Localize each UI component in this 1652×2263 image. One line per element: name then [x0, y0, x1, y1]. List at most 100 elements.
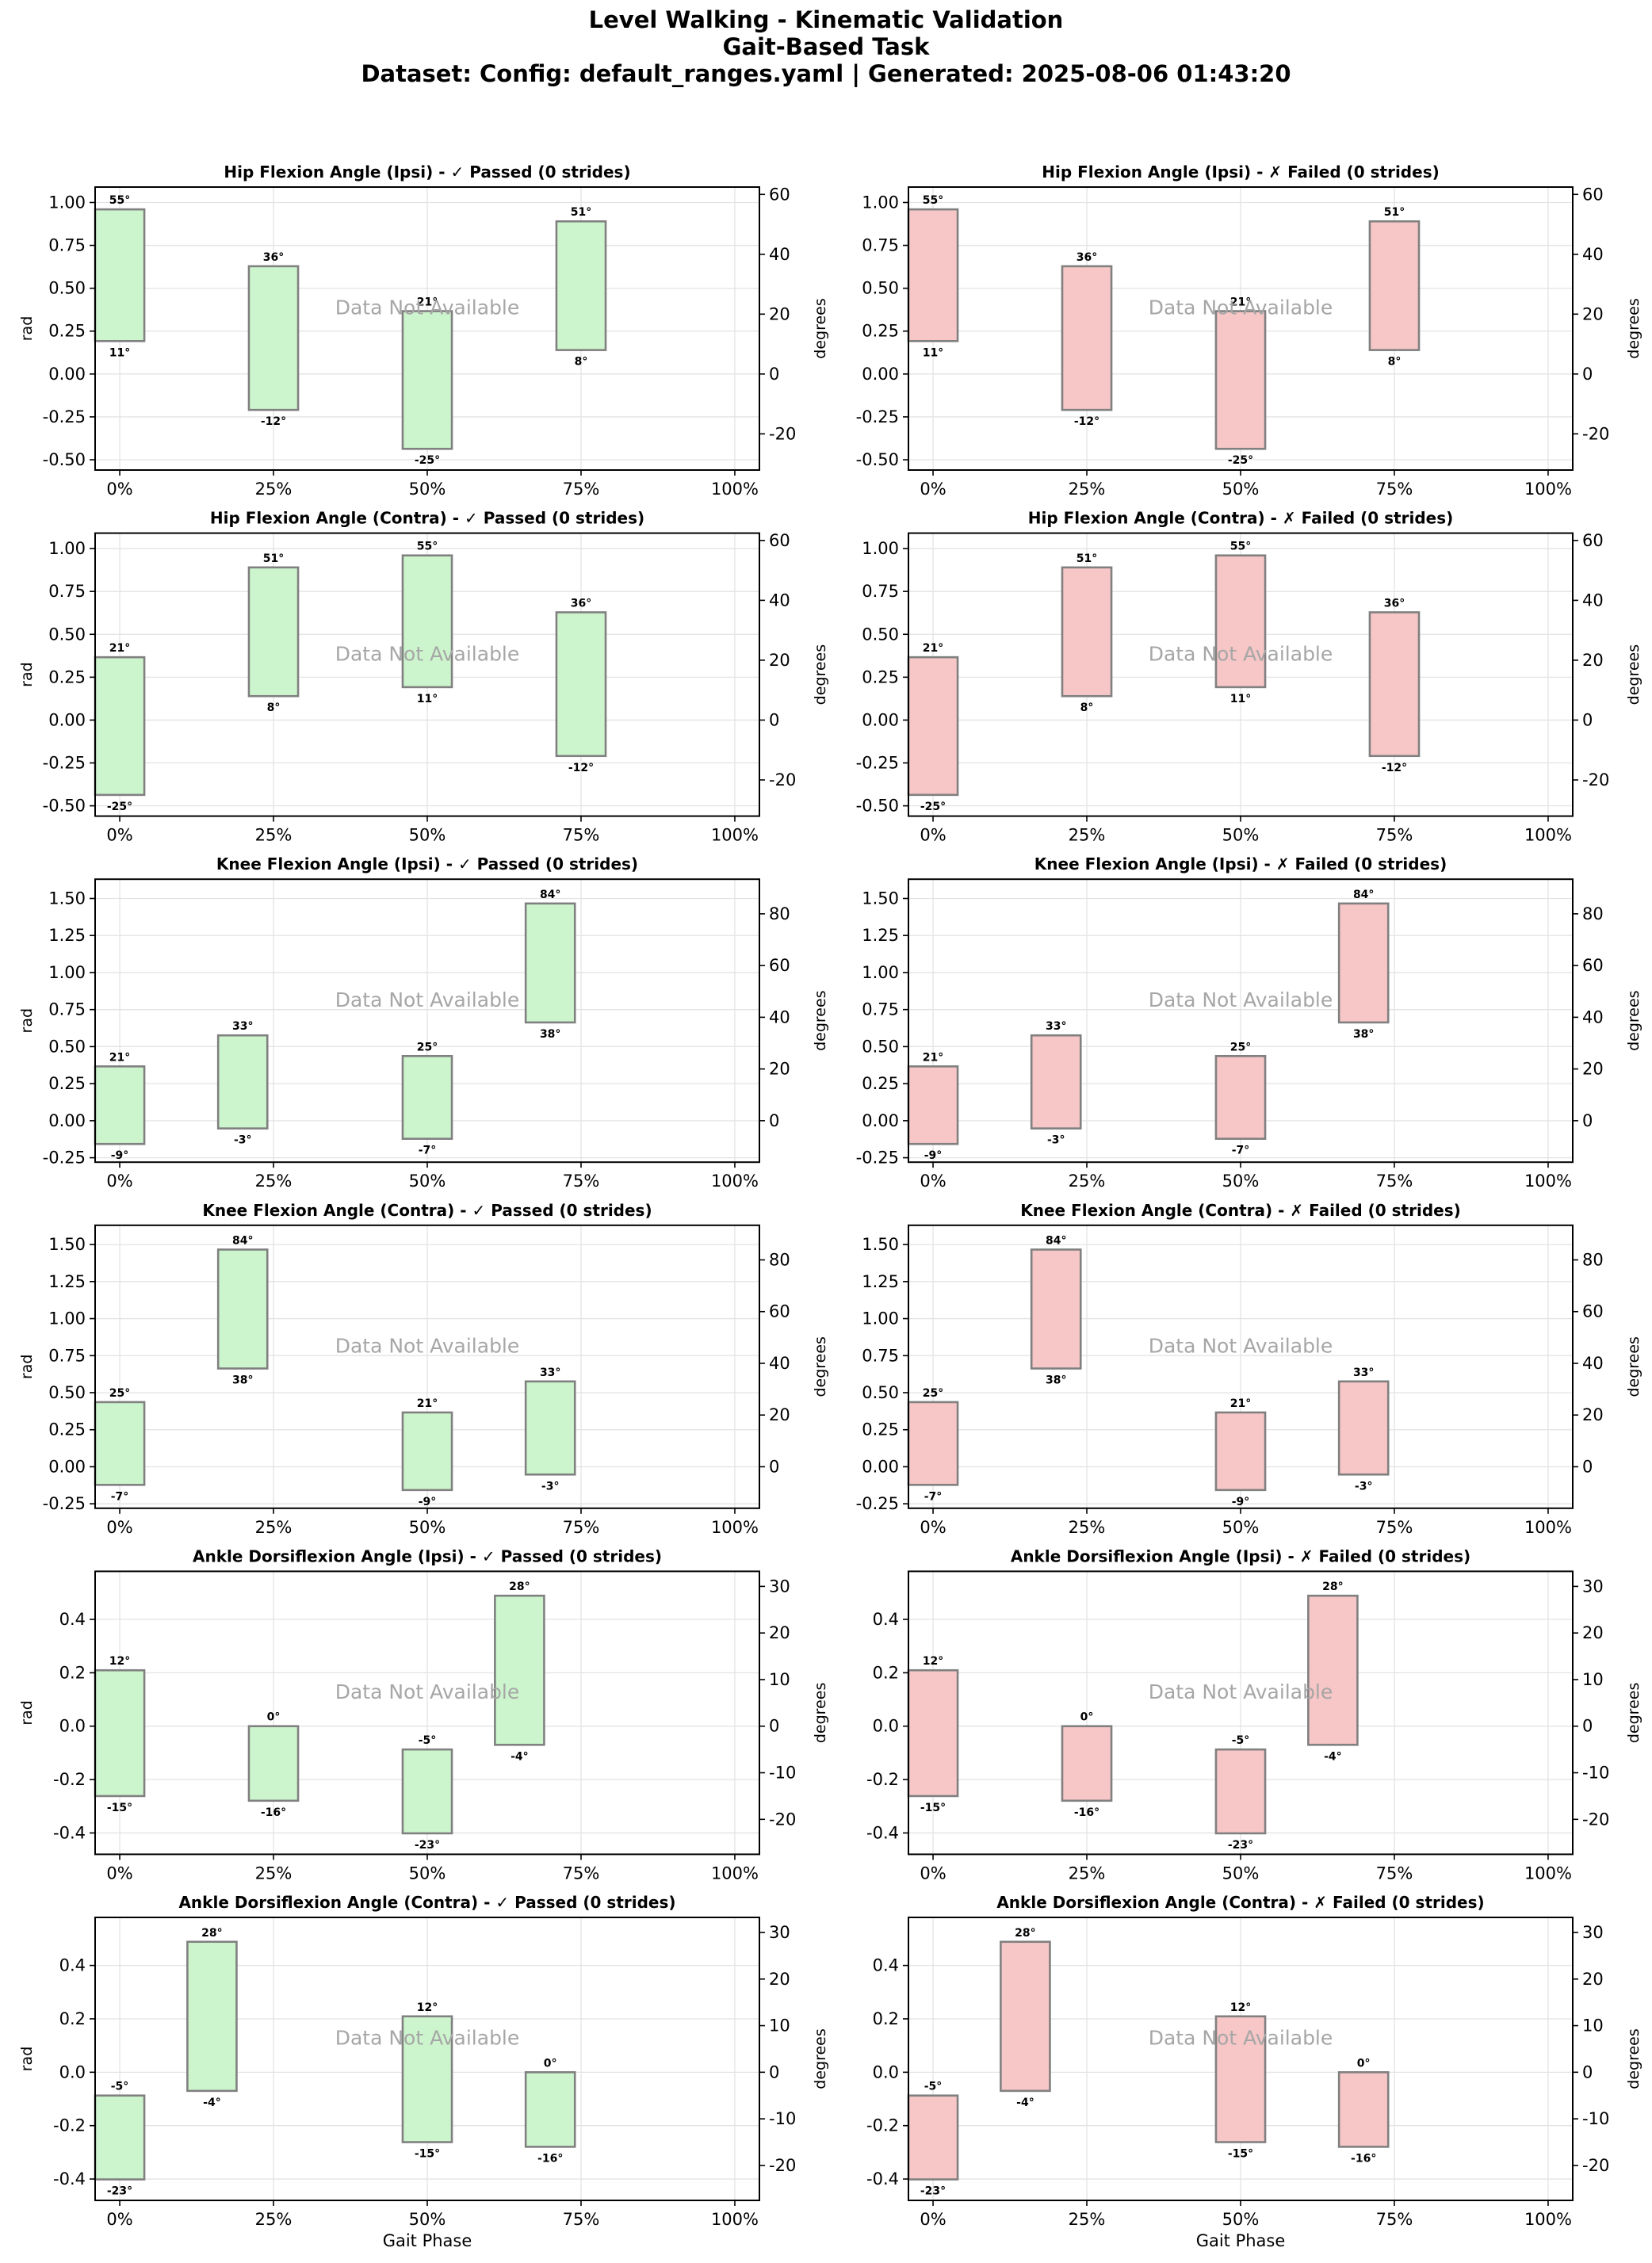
range-bar — [94, 208, 146, 342]
y-axis-label: rad — [18, 1700, 36, 1726]
y2-tick-label: 40 — [1582, 1354, 1604, 1373]
subplot-title: Hip Flexion Angle (Contra) - ✗ Failed (0… — [1028, 509, 1454, 528]
range-bar — [524, 1380, 576, 1476]
range-bar — [186, 1940, 238, 2093]
y-tick-label: 0.25 — [862, 667, 899, 686]
y2-axis-label: degrees — [812, 1336, 829, 1397]
range-bar — [94, 2094, 146, 2181]
bar-max-label: 21° — [109, 1051, 130, 1064]
y2-tick-label: 0 — [769, 1717, 779, 1736]
y-tick-label: 1.00 — [862, 963, 899, 982]
x-tick-label: 0% — [920, 1172, 946, 1191]
range-bar — [216, 1034, 269, 1130]
range-bar — [907, 656, 959, 797]
y2-tick-label: -20 — [1582, 770, 1609, 789]
y-tick-label: 0.50 — [862, 625, 899, 644]
y-tick-label: 0.50 — [48, 625, 86, 644]
y-tick-label: 0.75 — [48, 236, 86, 255]
bar-min-label: -9° — [419, 1496, 437, 1508]
bar-max-label: 33° — [1353, 1367, 1374, 1379]
x-tick-label: 25% — [255, 480, 293, 499]
y-tick-label: 0.0 — [59, 1717, 86, 1736]
y2-tick-label: -20 — [1582, 424, 1609, 443]
y2-tick-label: 10 — [1582, 2016, 1604, 2036]
y-tick-label: 0.50 — [48, 279, 86, 298]
bar-min-label: -9° — [1232, 1496, 1250, 1508]
subplot-passed-4: 25° -7° 84° 38° 21° -9° 33° -3° Data Not Availab… — [18, 1201, 829, 1537]
y2-tick-label: -10 — [769, 2109, 796, 2128]
bar-min-label: -25° — [415, 454, 440, 467]
bar-max-label: 33° — [1046, 1020, 1066, 1033]
range-bar — [401, 310, 453, 450]
no-data-annotation: Data Not Available — [1149, 296, 1333, 319]
y2-axis-label: degrees — [1625, 644, 1642, 705]
bar-max-label: 0° — [267, 1711, 281, 1724]
x-tick-label: 50% — [1222, 1172, 1260, 1191]
bar-min-label: 8° — [267, 701, 281, 714]
y2-tick-label: 20 — [1582, 651, 1604, 670]
y-tick-label: 0.75 — [48, 1346, 86, 1365]
y-tick-label: -0.25 — [856, 1149, 899, 1168]
bar-max-label: -5° — [924, 2081, 943, 2093]
x-tick-label: 50% — [409, 1172, 446, 1191]
range-bar — [401, 2015, 453, 2143]
x-tick-label: 50% — [409, 2210, 446, 2229]
subplot-title: Ankle Dorsiflexion Angle (Contra) - ✓ Pa… — [178, 1893, 675, 1912]
no-data-annotation: Data Not Available — [335, 2027, 520, 2050]
bar-max-label: -5° — [111, 2081, 129, 2093]
subplot-failed-5: 12° -15° 0° -16° -5° -23° 28° -4° Data Not Avail… — [866, 1546, 1642, 1883]
subplot-passed-3: 21° -9° 33° -3° 25° -7° 84° 38° Data Not Availab… — [18, 854, 829, 1191]
y-tick-label: 0.25 — [48, 667, 86, 686]
bar-min-label: -4° — [203, 2097, 221, 2109]
range-bar — [94, 1669, 146, 1798]
bar-max-label: 51° — [263, 552, 284, 565]
x-tick-label: 100% — [1524, 1518, 1572, 1537]
subplot-passed-6: -5° -23° 28° -4° 12° -15° 0° -16° Data Not Avail… — [18, 1893, 829, 2250]
subplot-title: Ankle Dorsiflexion Angle (Ipsi) - ✗ Fail… — [1011, 1546, 1470, 1565]
figure-subtitle: Gait-Based Task — [722, 33, 930, 60]
subplot-title: Ankle Dorsiflexion Angle (Contra) - ✗ Fa… — [996, 1893, 1484, 1912]
x-tick-label: 0% — [106, 1864, 132, 1883]
y2-tick-label: 20 — [1582, 304, 1604, 323]
bar-max-label: 36° — [571, 597, 591, 610]
bar-max-label: 28° — [1015, 1927, 1035, 1940]
no-data-annotation: Data Not Available — [1149, 2027, 1333, 2050]
subplot-title: Hip Flexion Angle (Contra) - ✓ Passed (0… — [210, 509, 644, 528]
x-tick-label: 25% — [1069, 1864, 1106, 1883]
bar-max-label: 84° — [1353, 889, 1374, 901]
bar-min-label: 11° — [417, 693, 438, 705]
y2-tick-label: -20 — [1582, 2156, 1609, 2175]
range-bar — [1307, 1594, 1359, 1746]
bar-min-label: -15° — [107, 1802, 132, 1814]
bar-min-label: -16° — [537, 2152, 563, 2165]
bar-max-label: 21° — [417, 1397, 438, 1410]
bar-max-label: 21° — [923, 642, 943, 655]
y2-axis-label: degrees — [812, 1683, 829, 1743]
x-tick-label: 25% — [1069, 2210, 1106, 2229]
x-tick-label: 100% — [711, 1172, 759, 1191]
y-tick-label: 0.4 — [873, 1956, 899, 1975]
x-tick-label: 0% — [920, 2210, 946, 2229]
y2-tick-label: 20 — [769, 1970, 790, 1989]
x-tick-label: 75% — [1376, 1864, 1413, 1883]
y-axis-label: rad — [18, 662, 36, 687]
y-tick-label: 0.25 — [862, 322, 899, 341]
y2-axis-label: degrees — [812, 2028, 829, 2089]
y-axis-label: rad — [18, 1008, 36, 1034]
y2-tick-label: 20 — [769, 1060, 790, 1079]
y2-tick-label: 80 — [769, 904, 790, 923]
range-bar — [1214, 1055, 1267, 1141]
bar-min-label: -15° — [1228, 2148, 1253, 2161]
x-tick-label: 0% — [106, 2210, 132, 2229]
bar-min-label: -7° — [419, 1145, 437, 1157]
x-tick-label: 75% — [1376, 1172, 1413, 1191]
bar-min-label: 8° — [1080, 701, 1094, 714]
subplot-passed-2: 21° -25° 51° 8° 55° 11° 36° -12° Data Not Availa… — [18, 509, 829, 845]
y2-tick-label: 0 — [1582, 2062, 1593, 2081]
y-tick-label: -0.2 — [866, 1770, 899, 1789]
y2-tick-label: 20 — [1582, 1970, 1604, 1989]
x-tick-label: 75% — [563, 2210, 600, 2229]
y-tick-label: 0.4 — [59, 1956, 86, 1975]
no-data-annotation: Data Not Available — [1149, 642, 1333, 665]
subplot-title: Knee Flexion Angle (Ipsi) - ✗ Failed (0 … — [1034, 854, 1447, 873]
